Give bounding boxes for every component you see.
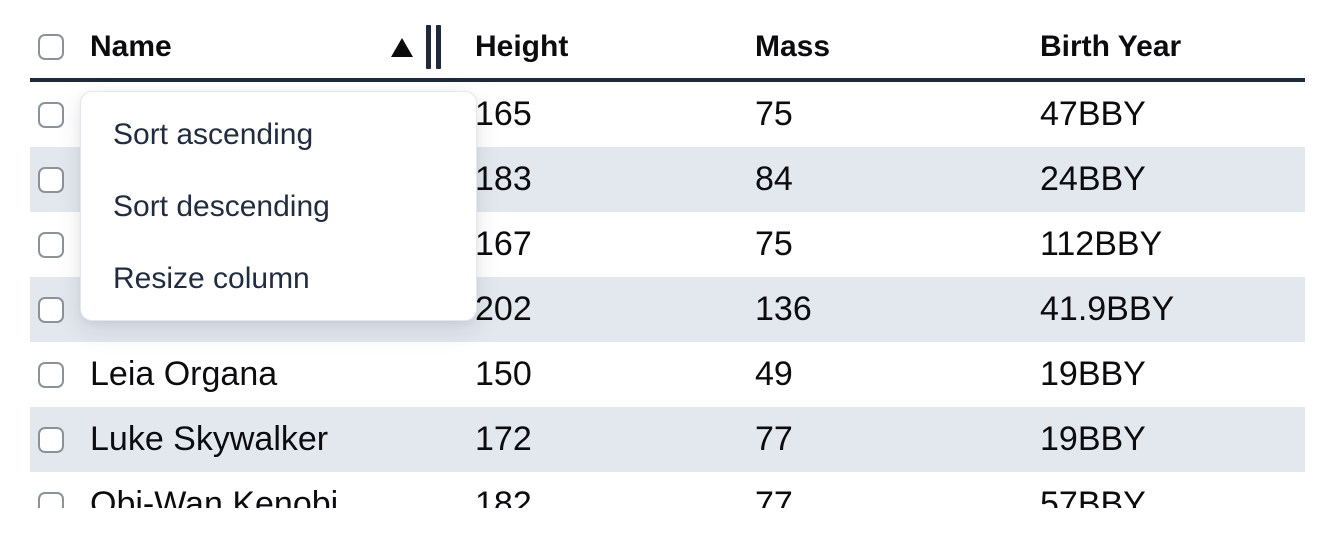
table-header-row: Name Height Mass Birth Year — [30, 0, 1305, 82]
cell-birth-year: 47BBY — [1040, 95, 1146, 133]
menu-item-sort-descending[interactable]: Sort descending — [113, 190, 330, 223]
table-row: 167 75 112BBY — [30, 212, 1305, 277]
column-context-menu: Sort ascending Sort descending Resize co… — [80, 91, 477, 321]
column-header-name[interactable]: Name — [78, 25, 455, 69]
table-row: Luke Skywalker 172 77 19BBY — [30, 407, 1305, 472]
cell-mass: 77 — [755, 420, 793, 458]
cell-birth-year: 112BBY — [1040, 225, 1163, 263]
cell-mass: 75 — [755, 225, 793, 263]
row-checkbox[interactable] — [38, 296, 64, 323]
cell-mass: 136 — [755, 290, 812, 328]
cell-height: 167 — [475, 225, 532, 263]
cell-height: 202 — [475, 290, 532, 328]
cell-name: Obi-Wan Kenobi — [90, 485, 339, 508]
cell-birth-year: 57BBY — [1040, 485, 1146, 508]
column-resize-handle-icon[interactable] — [426, 25, 441, 69]
cell-name: Leia Organa — [90, 355, 278, 393]
row-checkbox[interactable] — [38, 231, 64, 258]
column-header-name-label: Name — [90, 30, 172, 63]
menu-item-sort-ascending[interactable]: Sort ascending — [113, 118, 314, 151]
row-checkbox[interactable] — [38, 491, 64, 508]
cell-birth-year: 41.9BBY — [1040, 290, 1175, 328]
cell-height: 182 — [475, 485, 532, 508]
cell-height: 165 — [475, 95, 532, 133]
select-all-checkbox[interactable] — [38, 34, 64, 60]
cell-mass: 84 — [755, 160, 793, 198]
cell-birth-year: 19BBY — [1040, 420, 1146, 458]
column-header-birth-year[interactable]: Birth Year — [1040, 30, 1182, 63]
cell-birth-year: 24BBY — [1040, 160, 1146, 198]
column-header-height[interactable]: Height — [475, 30, 569, 63]
cell-height: 172 — [475, 420, 532, 458]
row-checkbox[interactable] — [38, 426, 64, 453]
row-checkbox[interactable] — [38, 166, 64, 193]
menu-item-resize-column[interactable]: Resize column — [113, 262, 310, 295]
cell-height: 183 — [475, 160, 532, 198]
column-header-mass[interactable]: Mass — [755, 30, 831, 63]
cell-birth-year: 19BBY — [1040, 355, 1146, 393]
cell-mass: 77 — [755, 485, 793, 508]
table-row: Leia Organa 150 49 19BBY — [30, 342, 1305, 407]
cell-height: 150 — [475, 355, 532, 393]
select-all-cell — [30, 34, 78, 60]
row-checkbox[interactable] — [38, 101, 64, 128]
row-checkbox[interactable] — [38, 361, 64, 388]
table-row: Obi-Wan Kenobi 182 77 57BBY — [30, 472, 1305, 508]
sort-ascending-icon — [391, 37, 413, 57]
cell-mass: 75 — [755, 95, 793, 133]
table-row: 165 75 47BBY — [30, 82, 1305, 147]
cell-mass: 49 — [755, 355, 793, 393]
cell-name: Luke Skywalker — [90, 420, 329, 458]
